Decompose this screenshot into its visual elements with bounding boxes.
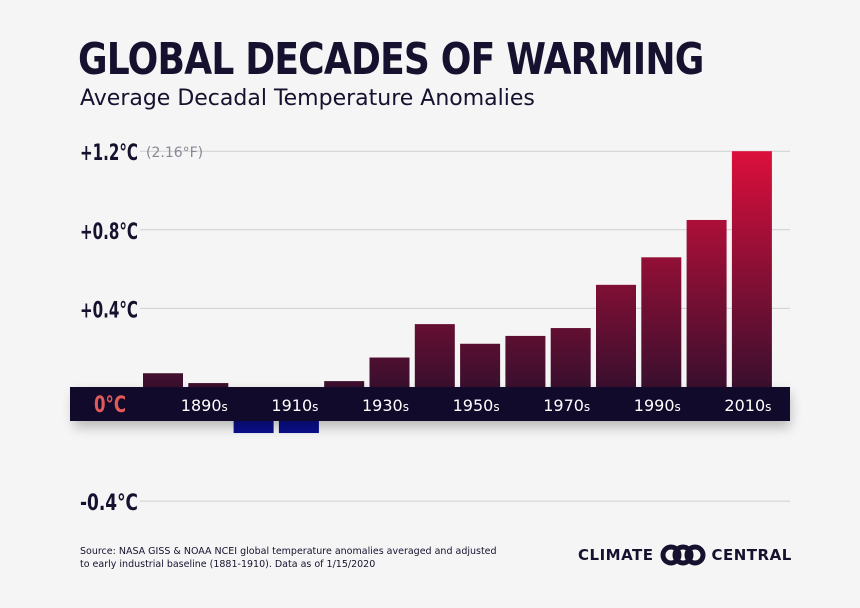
logo-text-right: CENTRAL bbox=[711, 546, 792, 564]
bar-1970s bbox=[550, 328, 591, 387]
y-tick-note: (2.16°F) bbox=[146, 145, 203, 161]
bar-2010s bbox=[731, 151, 772, 387]
climate-central-logo: CLIMATE CENTRAL bbox=[578, 544, 792, 566]
source-line-2: to early industrial baseline (1881-1910)… bbox=[80, 559, 376, 570]
bar-1880s bbox=[143, 373, 183, 387]
y-tick-label: +0.8°C bbox=[80, 220, 138, 245]
bar-1950s bbox=[460, 343, 501, 387]
y-tick-label: +0.4°C bbox=[80, 298, 138, 323]
zero-label: 0°C bbox=[94, 393, 126, 418]
bar-1990s bbox=[641, 257, 682, 387]
source-line-1: Source: NASA GISS & NOAA NCEI global tem… bbox=[80, 546, 497, 557]
x-tick-label-1950s: 1950s bbox=[453, 396, 500, 415]
bar-1930s bbox=[369, 357, 410, 387]
x-tick-label-1890s: 1890s bbox=[181, 396, 228, 415]
source-note: Source: NASA GISS & NOAA NCEI global tem… bbox=[80, 545, 520, 571]
x-tick-label-1910s: 1910s bbox=[271, 396, 318, 415]
bar-1890s bbox=[188, 383, 229, 387]
axis-band bbox=[70, 387, 790, 421]
chart-subtitle: Average Decadal Temperature Anomalies bbox=[80, 86, 535, 111]
bar-1980s bbox=[596, 284, 636, 387]
logo-text-left: CLIMATE bbox=[578, 546, 654, 564]
chart-title: GLOBAL DECADES OF WARMING bbox=[78, 34, 704, 85]
y-tick-label: +1.2°C bbox=[80, 141, 138, 166]
x-tick-label-2010s: 2010s bbox=[724, 396, 771, 415]
x-tick-label-1930s: 1930s bbox=[362, 396, 409, 415]
bar-2000s bbox=[686, 219, 727, 387]
bar-1920s bbox=[324, 381, 365, 387]
y-tick-label: -0.4°C bbox=[80, 491, 138, 516]
x-tick-label-1990s: 1990s bbox=[634, 396, 681, 415]
bar-1940s bbox=[414, 324, 455, 387]
x-tick-label-1970s: 1970s bbox=[543, 396, 590, 415]
logo-rings-icon bbox=[660, 544, 705, 566]
bar-1960s bbox=[505, 335, 546, 387]
